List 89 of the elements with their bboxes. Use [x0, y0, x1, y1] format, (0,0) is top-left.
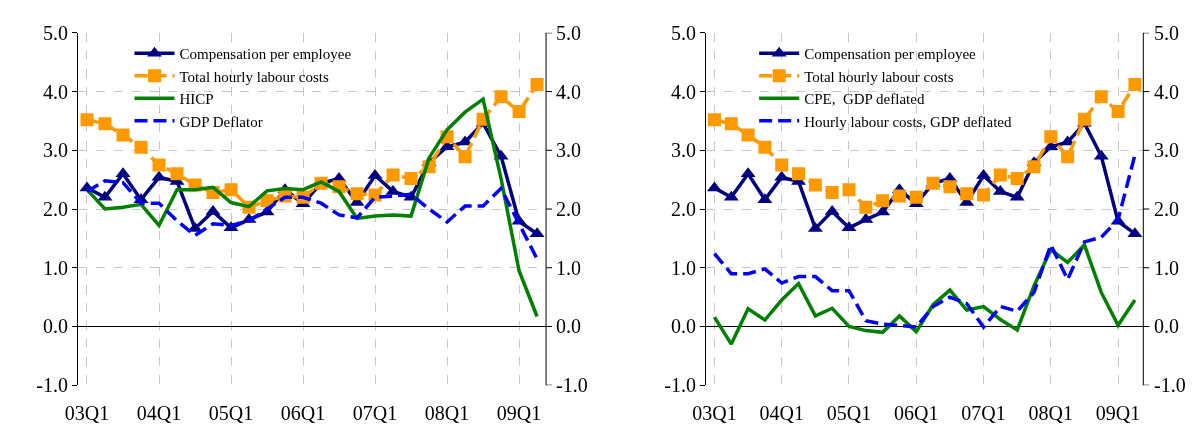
point [1111, 105, 1125, 119]
x-tick-label: 07Q1 [961, 402, 1006, 425]
y2-tick-label: 1.0 [1154, 257, 1179, 279]
x-tick-label: 05Q1 [826, 402, 872, 425]
point [892, 189, 906, 203]
point [960, 187, 974, 201]
y-tick-label: 0.0 [42, 315, 68, 338]
point [724, 117, 738, 131]
point [404, 171, 418, 185]
y-tick-label: -1.0 [664, 374, 697, 397]
point [943, 180, 957, 194]
y-tick-label: 5.0 [42, 21, 68, 44]
legend-label: HICP [179, 91, 214, 108]
y-tick-label: 0.0 [671, 315, 697, 338]
x-tick-label: 06Q1 [894, 402, 939, 425]
legend-label: Compensation per employee [804, 46, 977, 63]
point [758, 140, 772, 154]
point [80, 113, 94, 127]
y2-tick-label: 3.0 [556, 139, 581, 161]
x-tick-label: 03Q1 [64, 402, 110, 425]
legend-label: Total hourly labour costs [804, 68, 954, 85]
point [530, 78, 544, 92]
x-tick-label: 08Q1 [424, 402, 470, 425]
point [1044, 130, 1058, 144]
y2-tick-label: 4.0 [556, 81, 581, 103]
y-tick-label: 1.0 [671, 256, 697, 279]
y2-tick-label: 5.0 [556, 22, 581, 44]
x-tick-label: 03Q1 [692, 402, 737, 425]
point [792, 167, 806, 181]
point [741, 128, 755, 142]
point [808, 178, 822, 192]
y2-tick-label: 4.0 [1154, 81, 1179, 103]
point [993, 168, 1007, 182]
point [842, 183, 856, 197]
x-tick-label: 05Q1 [208, 402, 254, 425]
legend-label: Total hourly labour costs [179, 68, 329, 85]
legend-label: Compensation per employee [179, 46, 352, 63]
point [775, 158, 789, 172]
point [1010, 171, 1024, 185]
point [98, 117, 112, 131]
y-tick-label: -1.0 [36, 374, 68, 397]
y2-tick-label: -1.0 [556, 374, 588, 396]
point [134, 140, 148, 154]
point [494, 90, 508, 104]
legend-label: Hourly labour costs, GDP deflated [804, 113, 1012, 130]
y-tick-label: 3.0 [671, 139, 697, 162]
y2-tick-label: 0.0 [1154, 315, 1179, 337]
point [224, 183, 238, 197]
y2-tick-label: 2.0 [556, 198, 581, 220]
x-tick-label: 08Q1 [1028, 402, 1074, 425]
point [825, 186, 839, 200]
y-tick-label: 5.0 [671, 21, 697, 44]
point [876, 194, 890, 208]
point [116, 128, 130, 142]
y2-tick-label: 3.0 [1154, 139, 1179, 161]
point [458, 150, 472, 164]
x-tick-label: 09Q1 [496, 402, 542, 425]
y-tick-label: 3.0 [42, 139, 68, 162]
y-tick-label: 4.0 [42, 80, 68, 103]
point [859, 200, 873, 214]
y2-tick-label: 5.0 [1154, 22, 1179, 44]
point [386, 168, 400, 182]
y2-tick-label: 0.0 [556, 315, 581, 337]
point [1077, 112, 1091, 126]
y2-tick-label: 1.0 [556, 257, 581, 279]
x-tick-label: 09Q1 [1095, 402, 1141, 425]
point [1061, 150, 1075, 164]
point [1027, 160, 1041, 174]
point [512, 105, 526, 119]
point [350, 187, 364, 201]
point [977, 188, 991, 202]
point [707, 113, 721, 127]
x-tick-label: 07Q1 [352, 402, 398, 425]
point [170, 167, 184, 181]
point [1094, 90, 1108, 104]
legend-label: GDP Deflator [179, 113, 263, 130]
point [152, 158, 166, 172]
y-tick-label: 2.0 [42, 198, 68, 221]
y-tick-label: 1.0 [42, 256, 68, 279]
y2-tick-label: -1.0 [1154, 374, 1186, 396]
y-tick-label: 4.0 [671, 80, 697, 103]
point [909, 190, 923, 204]
y2-tick-label: 2.0 [1154, 198, 1179, 220]
x-tick-label: 04Q1 [759, 402, 804, 425]
point [1128, 78, 1142, 92]
x-tick-label: 04Q1 [136, 402, 182, 425]
y-tick-label: 2.0 [671, 198, 697, 221]
legend-label: CPE, GDP deflated [804, 91, 925, 108]
x-tick-label: 06Q1 [280, 402, 326, 425]
